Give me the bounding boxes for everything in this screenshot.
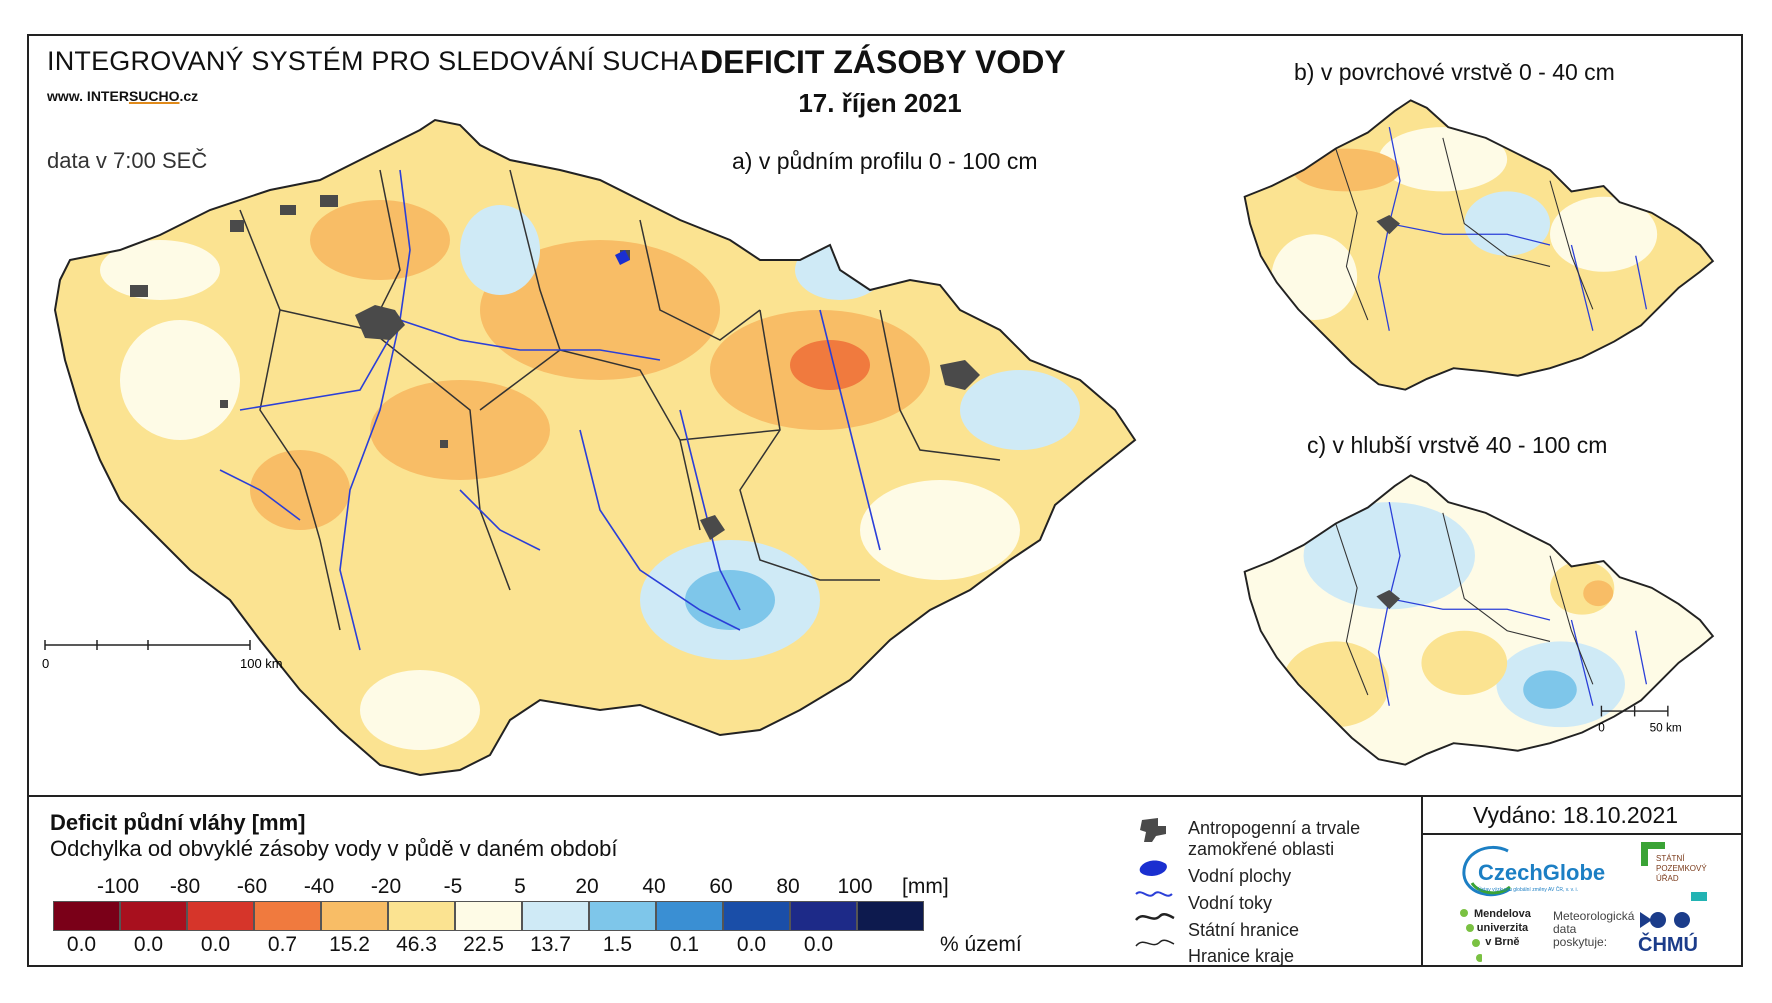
legend-tick: 5 [514,875,526,898]
chmu-line1: Meteorologická [1553,909,1635,923]
legend-percentage: 0.0 [66,933,97,956]
chmu-logo-icon [1640,912,1690,928]
legend-tick: 20 [575,875,599,898]
footer-divider [1421,797,1423,967]
map-a-full-profile: 0 100 km [42,119,1136,776]
issued-date: Vydáno: 18.10.2021 [1473,802,1679,828]
map-b-surface-layer [1243,99,1714,391]
legend-tick: -5 [443,875,463,898]
legend-swatch [321,901,388,931]
chmu-line2: data [1553,922,1577,936]
state-border-icon [1135,913,1175,921]
legend-percentage: 0.0 [736,933,767,956]
page-title: DEFICIT ZÁSOBY VODY [700,44,1066,80]
map-c-caption: c) v hlubší vrstvě 40 - 100 cm [1307,432,1608,458]
symbol-label-state-border: Státní hranice [1188,920,1300,940]
spu-logo-icon [1641,842,1665,866]
symbol-label-water: Vodní plochy [1188,866,1292,886]
legend-percentage: 22.5 [463,933,504,956]
scale-bar-c: 0 50 km [1598,705,1682,734]
symbol-label-urban: Antropogenní a trvale [1188,818,1361,838]
legend-swatch [187,901,254,931]
legend-swatch [857,901,924,931]
symbol-label-river: Vodní toky [1188,893,1273,913]
scale-bar-a: 0 100 km [42,640,283,671]
legend-tick: 60 [709,875,733,898]
legend-percentage: 0.1 [669,933,700,956]
symbol-label-urban-2: zamokřené oblasti [1188,839,1335,859]
legend-subtitle: Odchylka od obvyklé zásoby vody v půdě v… [50,836,618,861]
region-border-icon [1135,939,1175,947]
spu-logo-text: STÁTNÍ POZEMKOVÝ ÚŘAD [1656,854,1707,884]
scale-c-zero: 0 [1598,721,1605,734]
legend-percentage: 13.7 [530,933,571,956]
urban-area-icon [1140,818,1166,842]
legend-tick: 100 [837,875,873,898]
legend-unit-mm: [mm] [902,875,949,898]
map-b-caption: b) v povrchové vrstvě 0 - 40 cm [1294,59,1615,85]
mendelu-dots-icon [1460,909,1482,962]
footer-hdivider [1423,833,1743,835]
legend-swatch [254,901,321,931]
map-c-deep-layer: 0 50 km [1243,474,1714,766]
legend-percentage: 0.7 [267,933,298,956]
legend-swatch [455,901,522,931]
legend-swatch [120,901,187,931]
water-body-icon [1139,860,1167,876]
chmu-provider-text: Meteorologická data poskytuje: [1553,910,1634,949]
legend-swatch [53,901,120,931]
scale-c-label: 50 km [1650,721,1682,734]
web-prefix: www. INTER [47,88,129,104]
website-link[interactable]: www. INTERSUCHO.cz [47,88,198,104]
legend-tick: -60 [236,875,268,898]
legend-tick: -100 [96,875,140,898]
legend-unit-pct: % území [940,933,1022,956]
chmu-logo: ČHMÚ [1638,934,1698,956]
scale-a-zero: 0 [42,656,49,671]
symbol-icons [1135,818,1175,947]
czechglobe-logo: CzechGlobe [1478,860,1606,885]
mendel-line2: univerzita [1476,922,1529,934]
chmu-line3: poskytuje: [1553,935,1608,949]
legend-percentage: 1.5 [602,933,633,956]
legend-tick: -20 [370,875,402,898]
legend-percentage: 0.0 [803,933,834,956]
spu-line3: ÚŘAD [1656,874,1679,883]
czechglobe-subtitle: Ústav výzkumu globální změny AV ČR, v. v… [1478,887,1579,893]
czechglobe-logo-icon [1462,845,1511,897]
legend-percentage: 46.3 [396,933,437,956]
map-a-caption: a) v půdním profilu 0 - 100 cm [732,148,1038,174]
web-brand: SUCHO [128,88,180,104]
legend-tick: -80 [169,875,201,898]
map-frame [27,34,1743,967]
legend-swatch [589,901,656,931]
page-date: 17. říjen 2021 [798,88,962,118]
legend-percentage: 0.0 [200,933,231,956]
river-icon [1135,891,1173,897]
legend-swatch [790,901,857,931]
scale-a-label: 100 km [240,656,283,671]
web-suffix: .cz [179,88,199,104]
legend-swatch [723,901,790,931]
legend-divider [27,795,1743,797]
legend-title: Deficit půdní vláhy [mm] [50,810,306,835]
legend-swatch [388,901,455,931]
system-title: INTEGROVANÝ SYSTÉM PRO SLEDOVÁNÍ SUCHA [47,46,698,76]
mendel-line3: v Brně [1485,936,1520,948]
legend-swatch [522,901,589,931]
mendelu-logo-text: Mendelova univerzita v Brně [1474,907,1531,949]
spu-line2: POZEMKOVÝ [1656,864,1707,873]
symbol-label-region-border: Hranice kraje [1188,946,1295,966]
legend-tick: -40 [303,875,335,898]
legend-tick: 80 [776,875,800,898]
spu-line1: STÁTNÍ [1656,854,1685,863]
mendel-line1: Mendelova [1474,908,1531,920]
data-time: data v 7:00 SEČ [47,148,208,173]
spu-accent [1691,892,1707,901]
legend-percentage: 0.0 [133,933,164,956]
legend-swatch [656,901,723,931]
legend-percentage: 15.2 [329,933,370,956]
legend-tick: 40 [642,875,666,898]
